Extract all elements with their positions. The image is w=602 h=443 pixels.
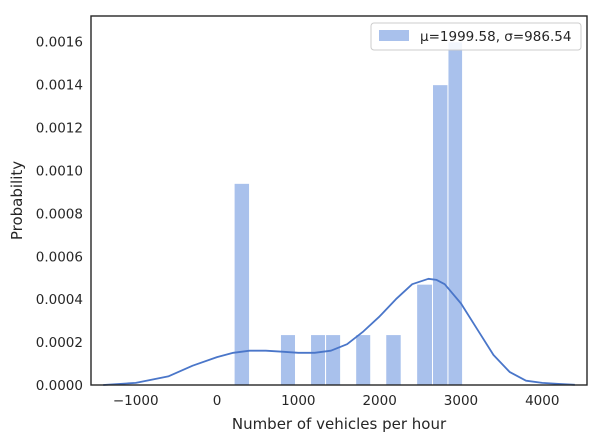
legend-entry: μ=1999.58, σ=986.54: [420, 29, 571, 45]
legend-box: [370, 22, 582, 51]
legend: μ=1999.58, σ=986.54: [370, 22, 582, 51]
x-tick-label: 2000: [362, 393, 396, 409]
x-axis-label: Number of vehicles per hour: [232, 415, 447, 433]
y-tick-label: 0.0008: [36, 206, 83, 222]
x-tick-label: 0: [213, 393, 222, 409]
histogram-bar-6: [325, 334, 342, 386]
y-tick-label: 0.0012: [36, 121, 83, 137]
kde-layer: [103, 277, 575, 386]
x-tick-label: 1000: [281, 393, 315, 409]
axes-frame: [90, 15, 588, 386]
y-tick-label: 0.0010: [36, 163, 83, 179]
histogram-bar-12: [416, 283, 434, 386]
y-axis-ticks: 0.0000 0.0002 0.0004 0.0006 0.0008 0.0010 0.00…: [36, 35, 83, 394]
histogram-bar-8: [355, 334, 372, 386]
histogram-bar-14: [447, 41, 464, 386]
y-tick-label: 0.0016: [36, 35, 83, 51]
y-tick-label: 0.0002: [36, 335, 83, 351]
histogram-bar-3: [279, 334, 296, 386]
y-tick-label: 0.0000: [36, 378, 83, 394]
bars-layer: [233, 41, 464, 386]
histogram-bar-13: [432, 84, 449, 386]
x-tick-label: −1000: [113, 393, 159, 409]
y-tick-label: 0.0014: [36, 78, 83, 94]
legend-swatch: [379, 30, 409, 41]
y-tick-label: 0.0004: [36, 292, 83, 308]
histogram-bar-5: [310, 334, 327, 386]
y-axis-label: Probability: [8, 161, 26, 240]
x-tick-label: 4000: [525, 393, 559, 409]
x-axis-ticks: −1000 0 1000 2000 3000 4000: [113, 393, 560, 409]
y-tick-label: 0.0006: [36, 249, 83, 265]
kde-line: [103, 277, 575, 386]
histogram-bar-10: [385, 334, 402, 386]
histogram-bar-0: [233, 182, 251, 386]
x-tick-label: 3000: [444, 393, 478, 409]
